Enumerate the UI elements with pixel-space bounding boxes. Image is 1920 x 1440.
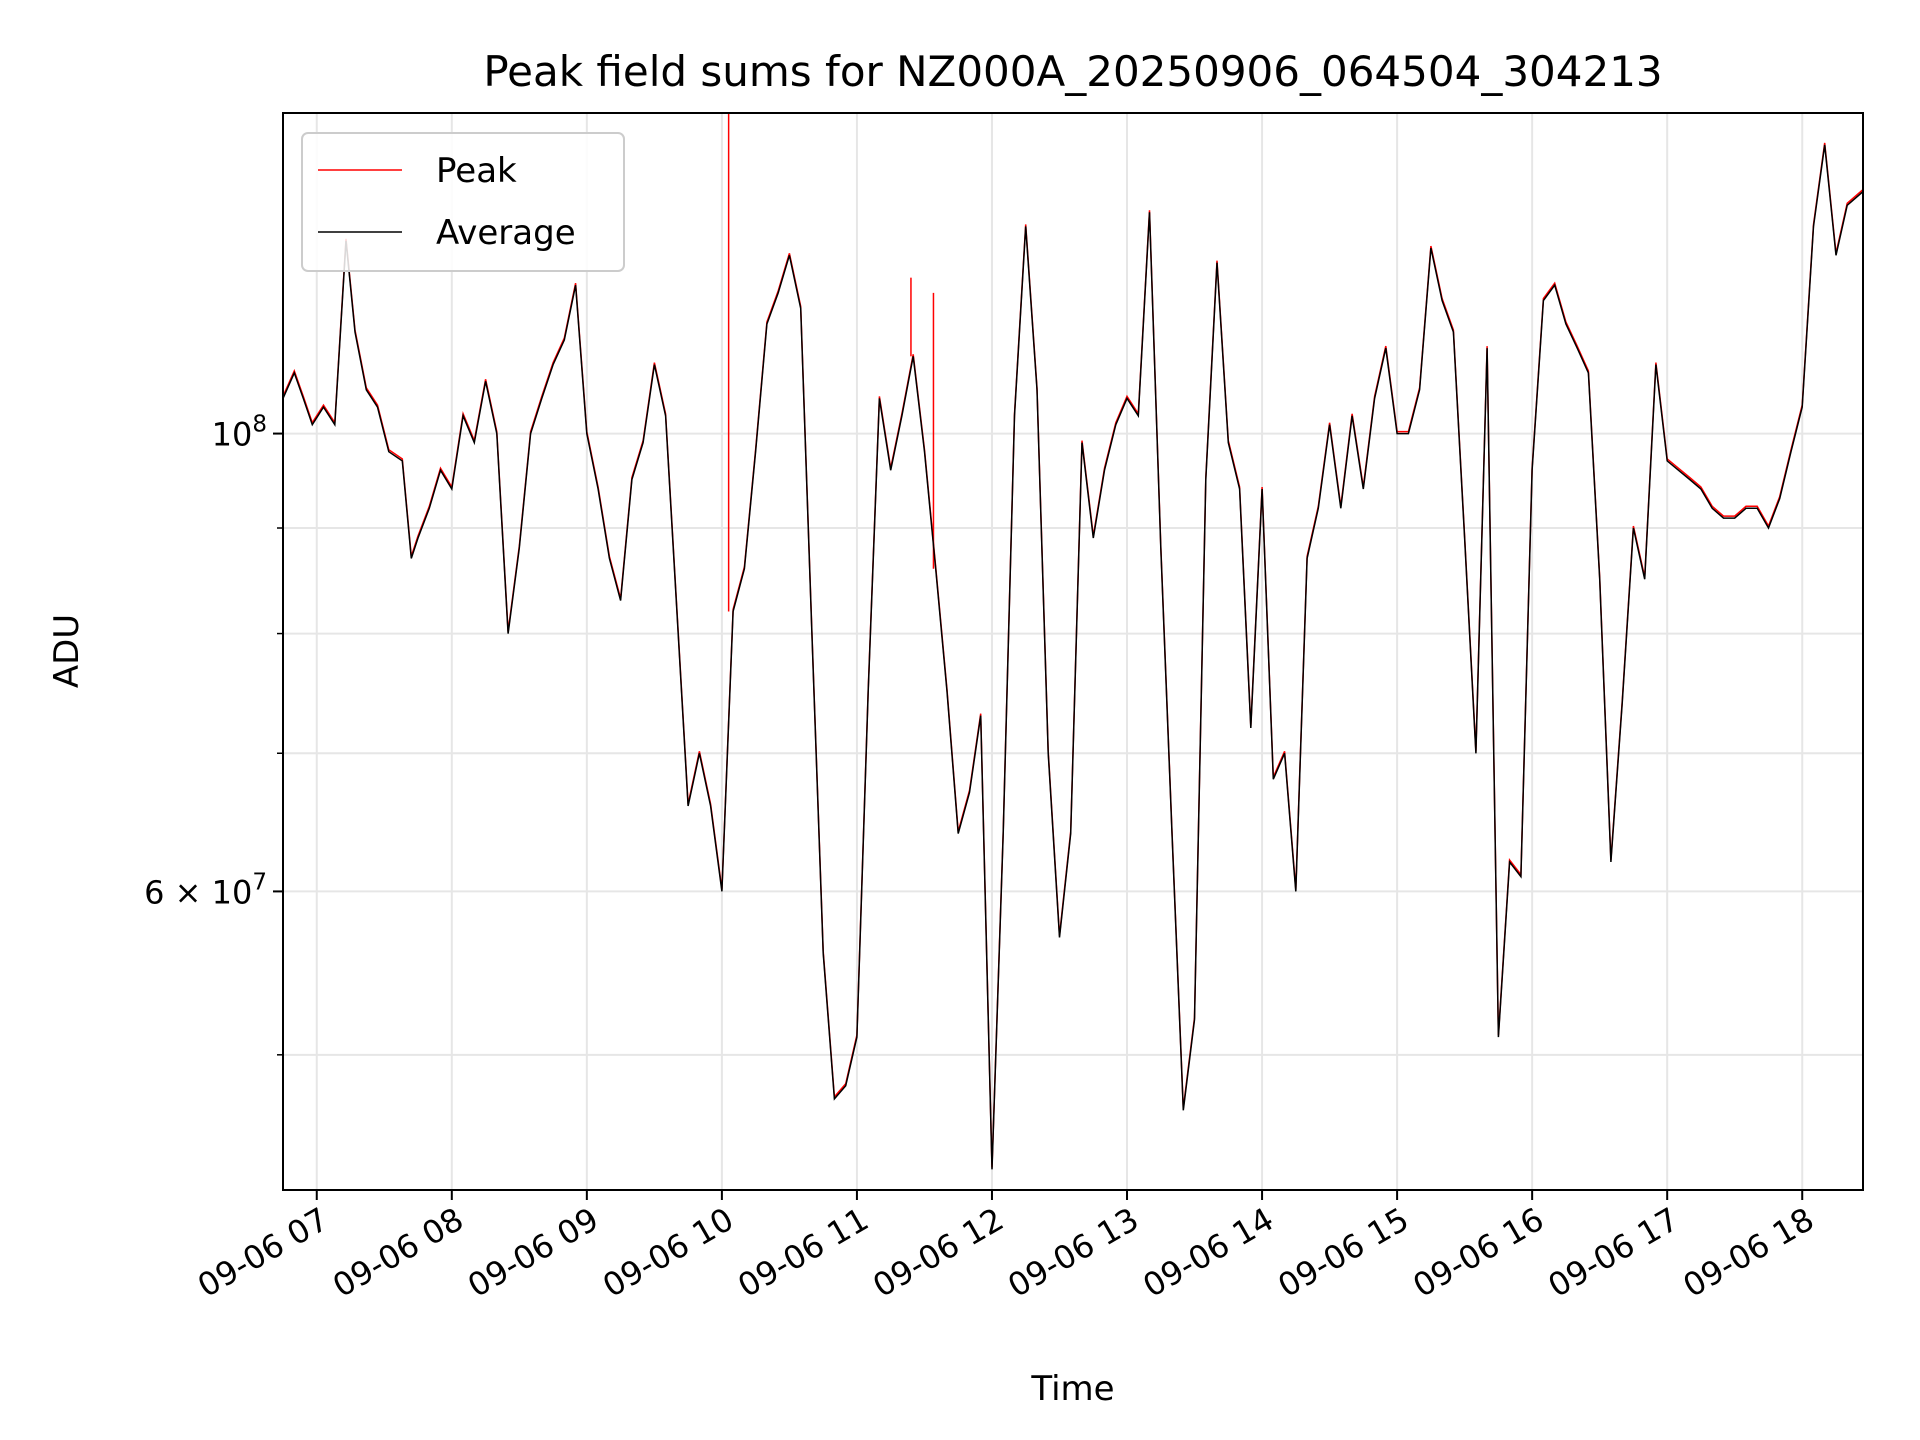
y-tick-base: 6 × 10 [144, 873, 252, 911]
chart-title: Peak field sums for NZ000A_20250906_0645… [483, 47, 1662, 96]
y-tick-label: 6 × 107 [144, 869, 267, 911]
legend-label: Peak [436, 151, 517, 191]
y-tick-label: 108 [212, 412, 267, 454]
plot-frame [282, 112, 1864, 1191]
y-tick-exponent: 7 [252, 869, 267, 895]
y-tick-base: 10 [212, 416, 253, 454]
y-axis-label: ADU [47, 614, 87, 688]
series-clip-group [283, 113, 1863, 1170]
x-axis-label: Time [1030, 1369, 1114, 1409]
legend: Peak Average [301, 132, 625, 272]
y-tick-exponent: 8 [252, 412, 267, 438]
legend-label: Average [436, 213, 576, 253]
average-series-line [283, 144, 1863, 1170]
y-axis: 108 6 × 107 [144, 412, 283, 1056]
legend-box [301, 132, 625, 272]
series-layer [283, 113, 1863, 1170]
